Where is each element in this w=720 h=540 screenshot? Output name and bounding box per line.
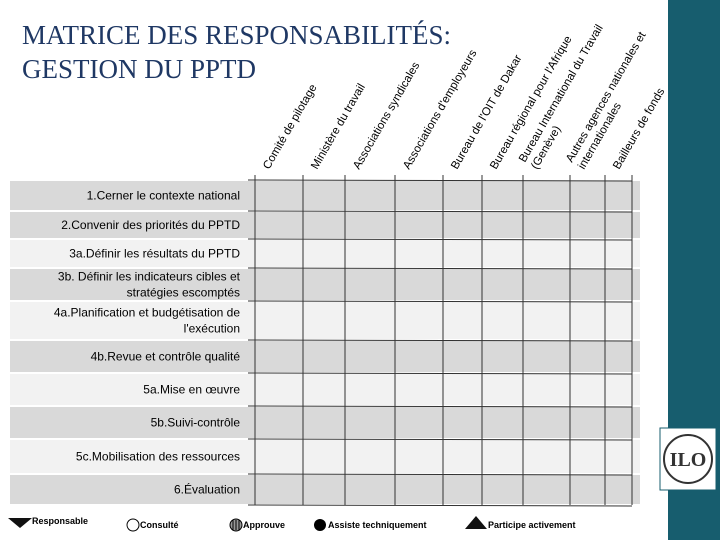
row-band bbox=[10, 374, 640, 405]
legend-label: Participe activement bbox=[488, 520, 576, 530]
legend-label: Consulté bbox=[140, 520, 179, 530]
row-label: 3b. Définir les indicateurs cibles et bbox=[58, 270, 241, 284]
row-band bbox=[10, 269, 640, 300]
row-line bbox=[247, 267, 633, 270]
legend-icon bbox=[314, 519, 326, 531]
row-label: 4a.Planification et budgétisation de bbox=[54, 306, 240, 320]
row-band bbox=[10, 240, 640, 267]
row-label: 2.Convenir des priorités du PPTD bbox=[61, 218, 240, 232]
row-line bbox=[247, 504, 633, 507]
row-band bbox=[10, 407, 640, 438]
legend-label: Approuve bbox=[243, 520, 285, 530]
row-line bbox=[247, 300, 633, 303]
row-band bbox=[10, 475, 640, 504]
row-band bbox=[10, 341, 640, 372]
row-label: 3a.Définir les résultats du PPTD bbox=[69, 247, 240, 261]
row-line bbox=[247, 210, 633, 213]
row-band bbox=[10, 181, 640, 210]
row-label: l'exécution bbox=[184, 322, 240, 336]
row-line bbox=[247, 405, 633, 408]
legend-label: Responsable bbox=[32, 516, 88, 526]
row-label: 4b.Revue et contrôle qualité bbox=[91, 350, 241, 364]
legend-label: Assiste techniquement bbox=[328, 520, 427, 530]
row-band bbox=[10, 212, 640, 238]
row-label: 5a.Mise en œuvre bbox=[143, 383, 240, 397]
row-line bbox=[247, 372, 633, 375]
legend-icon bbox=[8, 518, 32, 528]
logo-box bbox=[659, 427, 717, 491]
title-line: MATRICE DES RESPONSABILITÉS: bbox=[22, 20, 451, 50]
row-line bbox=[247, 179, 633, 182]
row-label: 5b.Suivi-contrôle bbox=[151, 416, 241, 430]
row-band bbox=[10, 440, 640, 473]
logo-ring bbox=[663, 434, 713, 484]
row-label: 1.Cerner le contexte national bbox=[87, 189, 240, 203]
row-line bbox=[247, 339, 633, 342]
legend-icon bbox=[126, 518, 140, 532]
logo: ILO bbox=[670, 449, 707, 471]
row-label: 6.Évaluation bbox=[174, 482, 240, 497]
row-band bbox=[10, 302, 640, 339]
legend-icon bbox=[465, 516, 487, 529]
row-line bbox=[247, 238, 633, 241]
row-label: 5c.Mobilisation des ressources bbox=[76, 450, 240, 464]
row-label: stratégies escomptés bbox=[127, 286, 240, 300]
title-line: GESTION DU PPTD bbox=[22, 54, 256, 84]
row-line bbox=[247, 473, 633, 476]
row-line bbox=[247, 438, 633, 441]
